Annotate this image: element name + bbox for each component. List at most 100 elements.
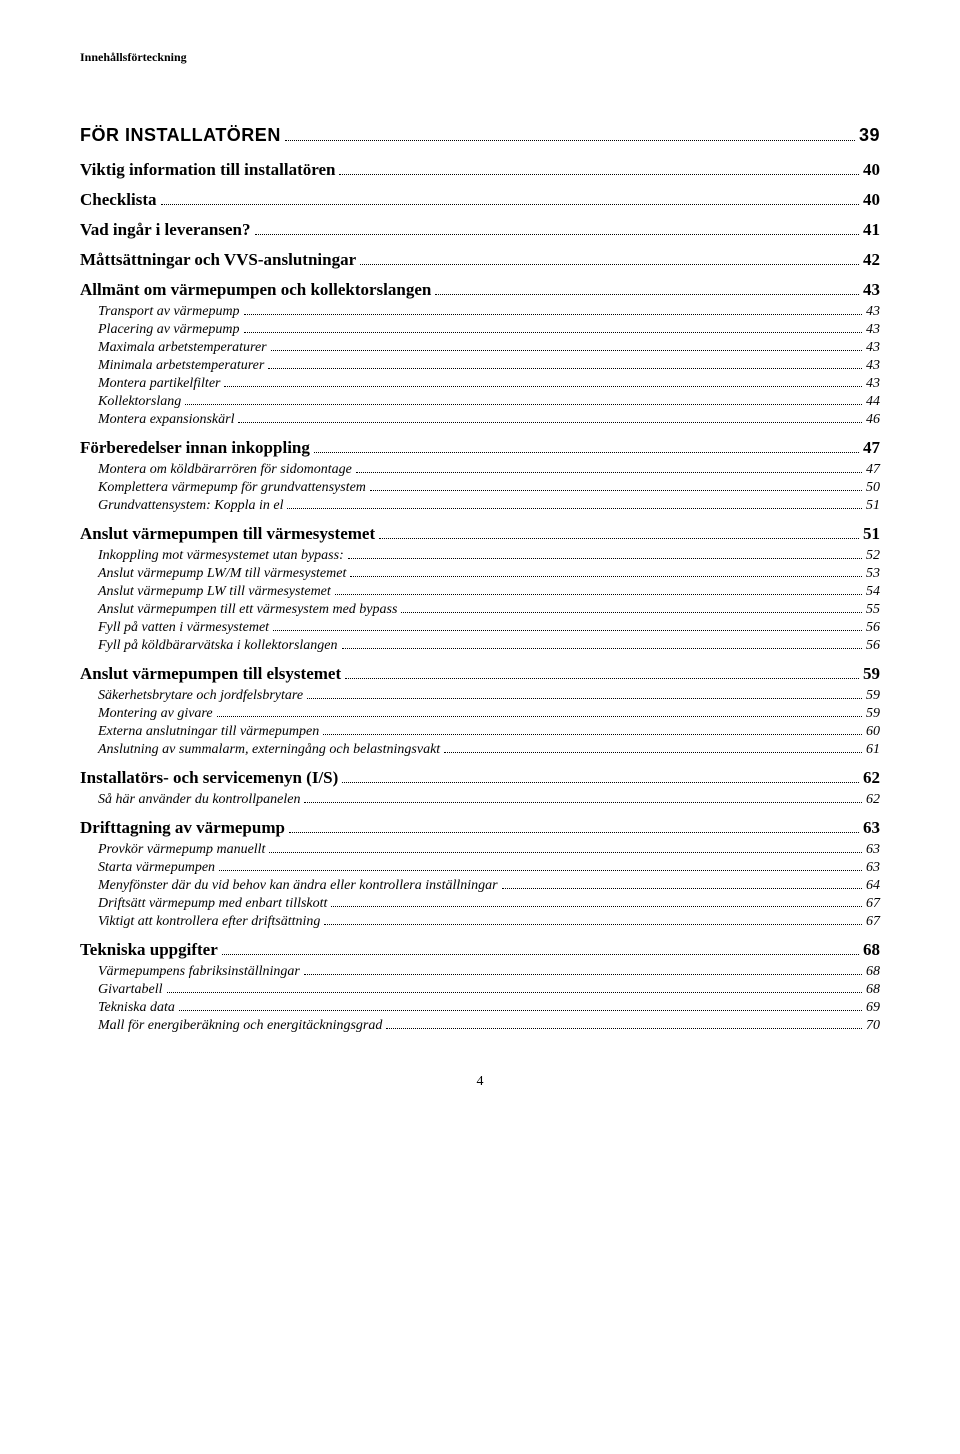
toc-item: Mall för energiberäkning och energitäckn… [98, 1018, 880, 1034]
toc-leader-dots [244, 332, 862, 333]
toc-leader-dots [219, 870, 862, 871]
toc-page-number: 62 [866, 792, 880, 808]
toc-leader-dots [268, 368, 862, 369]
toc-leader-dots [345, 678, 859, 679]
toc-page-number: 60 [866, 724, 880, 740]
toc-leader-dots [502, 888, 862, 889]
toc-item: Komplettera värmepump för grundvattensys… [98, 480, 880, 496]
toc-leader-dots [273, 630, 862, 631]
toc-label: Maximala arbetstemperaturer [98, 340, 267, 356]
toc-page-number: 43 [866, 376, 880, 392]
toc-item: Anslut värmepump LW till värmesystemet54 [98, 584, 880, 600]
toc-label: Måttsättningar och VVS-anslutningar [80, 250, 356, 270]
toc-leader-dots [304, 802, 862, 803]
toc-leader-dots [244, 314, 862, 315]
toc-label: Förberedelser innan inkoppling [80, 438, 310, 458]
toc-leader-dots [323, 734, 862, 735]
toc-label: Minimala arbetstemperaturer [98, 358, 264, 374]
toc-label: Provkör värmepump manuellt [98, 842, 265, 858]
toc-leader-dots [331, 906, 862, 907]
toc-item: Tekniska data69 [98, 1000, 880, 1016]
toc-item: Inkoppling mot värmesystemet utan bypass… [98, 548, 880, 564]
toc-leader-dots [350, 576, 862, 577]
toc-item: Säkerhetsbrytare och jordfelsbrytare59 [98, 688, 880, 704]
toc-item: Starta värmepumpen63 [98, 860, 880, 876]
toc-label: Anslut värmepump LW till värmesystemet [98, 584, 331, 600]
toc-label: Anslut värmepump LW/M till värmesystemet [98, 566, 346, 582]
toc-leader-dots [217, 716, 862, 717]
toc-label: Montera expansionskärl [98, 412, 234, 428]
toc-leader-dots [435, 294, 859, 295]
toc-heading: Installatörs- och servicemenyn (I/S)62 [80, 768, 880, 788]
toc-leader-dots [339, 174, 859, 175]
toc-heading: Viktig information till installatören40 [80, 160, 880, 180]
toc-label: Externa anslutningar till värmepumpen [98, 724, 319, 740]
toc-leader-dots [401, 612, 862, 613]
toc-label: Inkoppling mot värmesystemet utan bypass… [98, 548, 344, 564]
toc-item: Anslutning av summalarm, externingång oc… [98, 742, 880, 758]
toc-label: Värmepumpens fabriksinställningar [98, 964, 300, 980]
toc-item: Driftsätt värmepump med enbart tillskott… [98, 896, 880, 912]
toc-item: Grundvattensystem: Koppla in el51 [98, 498, 880, 514]
toc-leader-dots [287, 508, 862, 509]
toc-page-number: 46 [866, 412, 880, 428]
toc-heading: Drifttagning av värmepump63 [80, 818, 880, 838]
toc-item: Transport av värmepump43 [98, 304, 880, 320]
toc-label: Så här använder du kontrollpanelen [98, 792, 300, 808]
toc-item: Anslut värmepumpen till ett värmesystem … [98, 602, 880, 618]
toc-page-number: 39 [859, 125, 880, 146]
toc-section: FÖR INSTALLATÖREN39 [80, 125, 880, 146]
toc-heading: Allmänt om värmepumpen och kollektorslan… [80, 280, 880, 300]
toc-page-number: 68 [863, 940, 880, 960]
toc-heading: Checklista 40 [80, 190, 880, 210]
toc-leader-dots [342, 782, 859, 783]
toc-label: Tekniska uppgifter [80, 940, 218, 960]
toc-page-number: 59 [866, 706, 880, 722]
toc-page-number: 42 [863, 250, 880, 270]
toc-item: Externa anslutningar till värmepumpen 60 [98, 724, 880, 740]
toc-page-number: 63 [866, 842, 880, 858]
toc-label: Givartabell [98, 982, 163, 998]
toc-item: Värmepumpens fabriksinställningar68 [98, 964, 880, 980]
toc-page-number: 69 [866, 1000, 880, 1016]
toc-label: Montering av givare [98, 706, 213, 722]
toc-leader-dots [271, 350, 862, 351]
toc-label: Kollektorslang [98, 394, 181, 410]
toc-label: Vad ingår i leveransen? [80, 220, 251, 240]
toc-label: Anslut värmepumpen till ett värmesystem … [98, 602, 397, 618]
toc-leader-dots [179, 1010, 862, 1011]
toc-page-number: 61 [866, 742, 880, 758]
toc-label: Driftsätt värmepump med enbart tillskott [98, 896, 327, 912]
toc-page-number: 50 [866, 480, 880, 496]
toc-page-number: 47 [866, 462, 880, 478]
toc-page-number: 43 [866, 358, 880, 374]
toc-label: Checklista [80, 190, 157, 210]
toc-leader-dots [324, 924, 862, 925]
toc-page-number: 47 [863, 438, 880, 458]
toc-page-number: 63 [866, 860, 880, 876]
toc-label: Menyfönster där du vid behov kan ändra e… [98, 878, 498, 894]
toc-page-number: 43 [866, 340, 880, 356]
toc-page-number: 67 [866, 896, 880, 912]
toc-label: Fyll på vatten i värmesystemet [98, 620, 269, 636]
toc-page-number: 40 [863, 190, 880, 210]
toc-page-number: 70 [866, 1018, 880, 1034]
toc-leader-dots [386, 1028, 862, 1029]
toc-leader-dots [222, 954, 859, 955]
toc-leader-dots [348, 558, 862, 559]
toc-label: Allmänt om värmepumpen och kollektorslan… [80, 280, 431, 300]
toc-leader-dots [335, 594, 862, 595]
page: Innehållsförteckning FÖR INSTALLATÖREN39… [0, 0, 960, 1130]
toc-page-number: 62 [863, 768, 880, 788]
toc-item: Viktigt att kontrollera efter driftsättn… [98, 914, 880, 930]
toc-leader-dots [304, 974, 862, 975]
toc-label: Anslut värmepumpen till värmesystemet [80, 524, 375, 544]
toc-item: Menyfönster där du vid behov kan ändra e… [98, 878, 880, 894]
toc-label: Montera partikelfilter [98, 376, 220, 392]
toc-page-number: 63 [863, 818, 880, 838]
toc-leader-dots [167, 992, 862, 993]
toc-label: Viktig information till installatören [80, 160, 335, 180]
toc-label: Säkerhetsbrytare och jordfelsbrytare [98, 688, 303, 704]
toc-leader-dots [307, 698, 862, 699]
toc-item: Fyll på köldbärarvätska i kollektorslang… [98, 638, 880, 654]
